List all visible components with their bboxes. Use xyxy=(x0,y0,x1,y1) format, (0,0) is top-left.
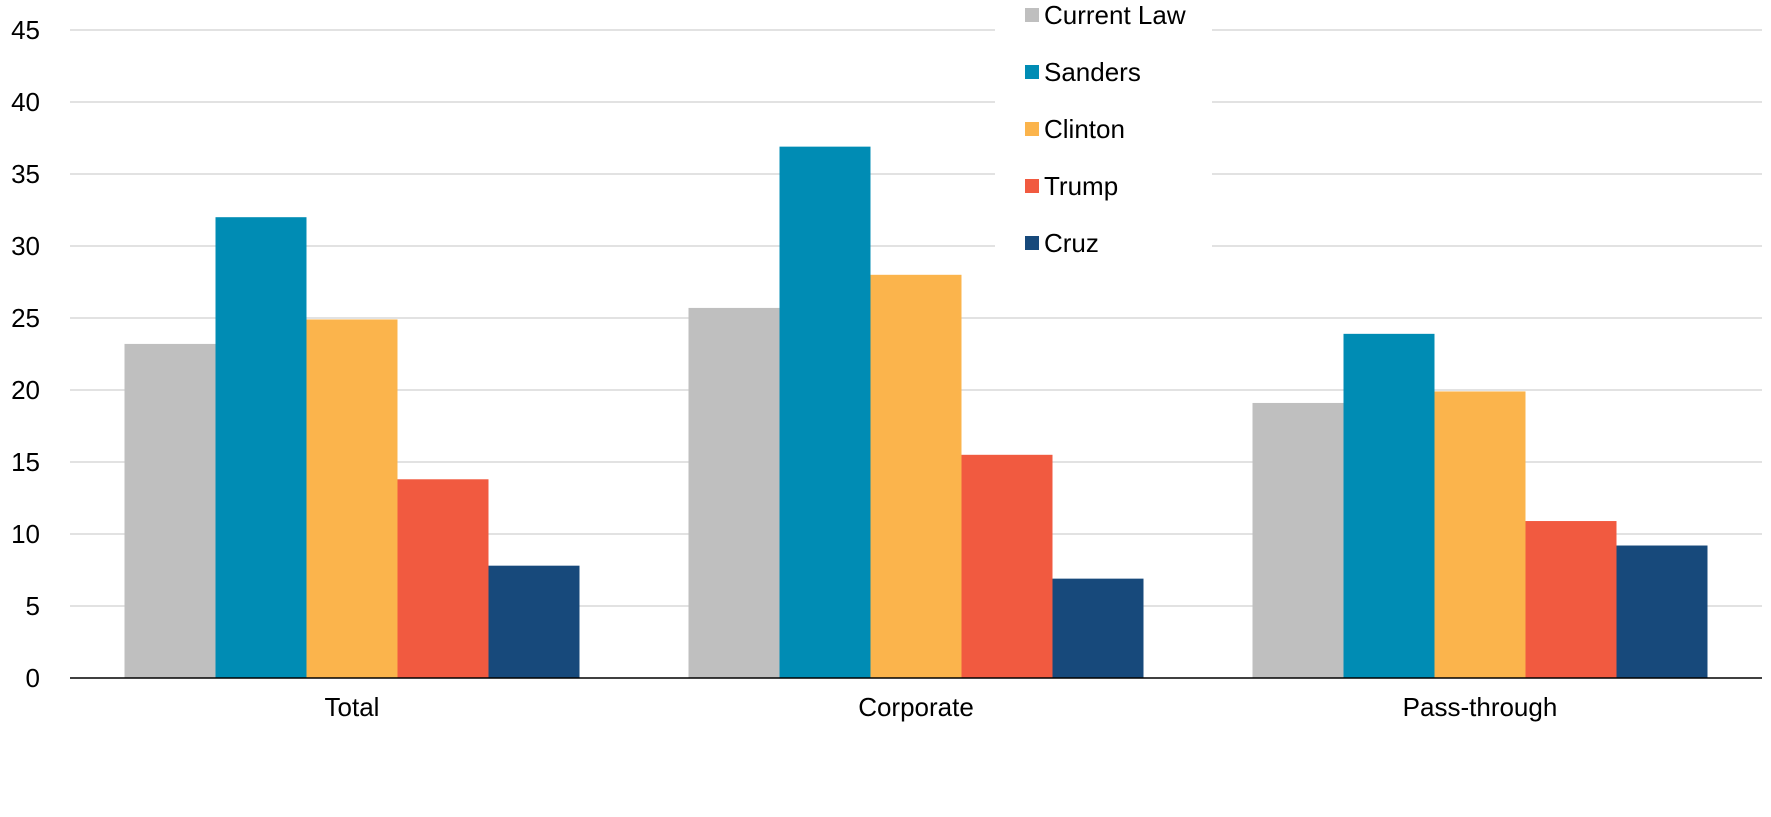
legend-swatch xyxy=(1025,65,1039,79)
y-tick-label: 45 xyxy=(11,15,40,45)
legend-label: Current Law xyxy=(1044,0,1186,30)
bar-clinton-pass-through xyxy=(1434,391,1526,678)
legend-swatch xyxy=(1025,122,1039,136)
legend-item: Current Law xyxy=(1025,0,1186,30)
bar-sanders-corporate xyxy=(779,146,871,678)
legend-swatch xyxy=(1025,236,1039,250)
y-tick-label: 20 xyxy=(11,375,40,405)
legend-label: Sanders xyxy=(1044,57,1141,87)
legend-item: Cruz xyxy=(1025,228,1099,258)
bar-trump-total xyxy=(397,479,489,678)
bar-cruz-pass-through xyxy=(1616,545,1708,678)
legend-swatch xyxy=(1025,179,1039,193)
bar-current-law-corporate xyxy=(688,307,780,678)
bar-trump-corporate xyxy=(961,454,1053,678)
y-tick-label: 35 xyxy=(11,159,40,189)
y-tick-label: 25 xyxy=(11,303,40,333)
x-category-label: Total xyxy=(325,692,380,722)
bar-current-law-pass-through xyxy=(1252,402,1344,678)
legend-label: Trump xyxy=(1044,171,1118,201)
bar-cruz-corporate xyxy=(1052,578,1144,678)
bar-sanders-pass-through xyxy=(1343,333,1435,678)
bar-trump-pass-through xyxy=(1525,521,1617,678)
bar-clinton-total xyxy=(306,319,398,678)
y-tick-label: 5 xyxy=(26,591,40,621)
legend-item: Clinton xyxy=(1025,114,1125,144)
bar-current-law-total xyxy=(124,343,216,678)
legend-label: Cruz xyxy=(1044,228,1099,258)
legend-item: Trump xyxy=(1025,171,1118,201)
legend-item: Sanders xyxy=(1025,57,1141,87)
bar-cruz-total xyxy=(488,565,580,678)
bar-sanders-total xyxy=(215,217,307,678)
bars xyxy=(124,146,1708,678)
legend-swatch xyxy=(1025,8,1039,22)
bar-clinton-corporate xyxy=(870,274,962,678)
x-axis-category-labels: Total Corporate Pass-through xyxy=(325,692,1558,722)
x-category-label: Corporate xyxy=(858,692,974,722)
x-category-label: Pass-through xyxy=(1403,692,1558,722)
y-tick-label: 10 xyxy=(11,519,40,549)
legend: Current Law Sanders Clinton Trump Cruz xyxy=(1025,0,1186,258)
y-tick-label: 30 xyxy=(11,231,40,261)
y-tick-label: 0 xyxy=(26,663,40,693)
legend-label: Clinton xyxy=(1044,114,1125,144)
y-axis-tick-labels: 0 5 10 15 20 25 30 35 40 45 xyxy=(11,15,40,693)
y-tick-label: 40 xyxy=(11,87,40,117)
y-tick-label: 15 xyxy=(11,447,40,477)
